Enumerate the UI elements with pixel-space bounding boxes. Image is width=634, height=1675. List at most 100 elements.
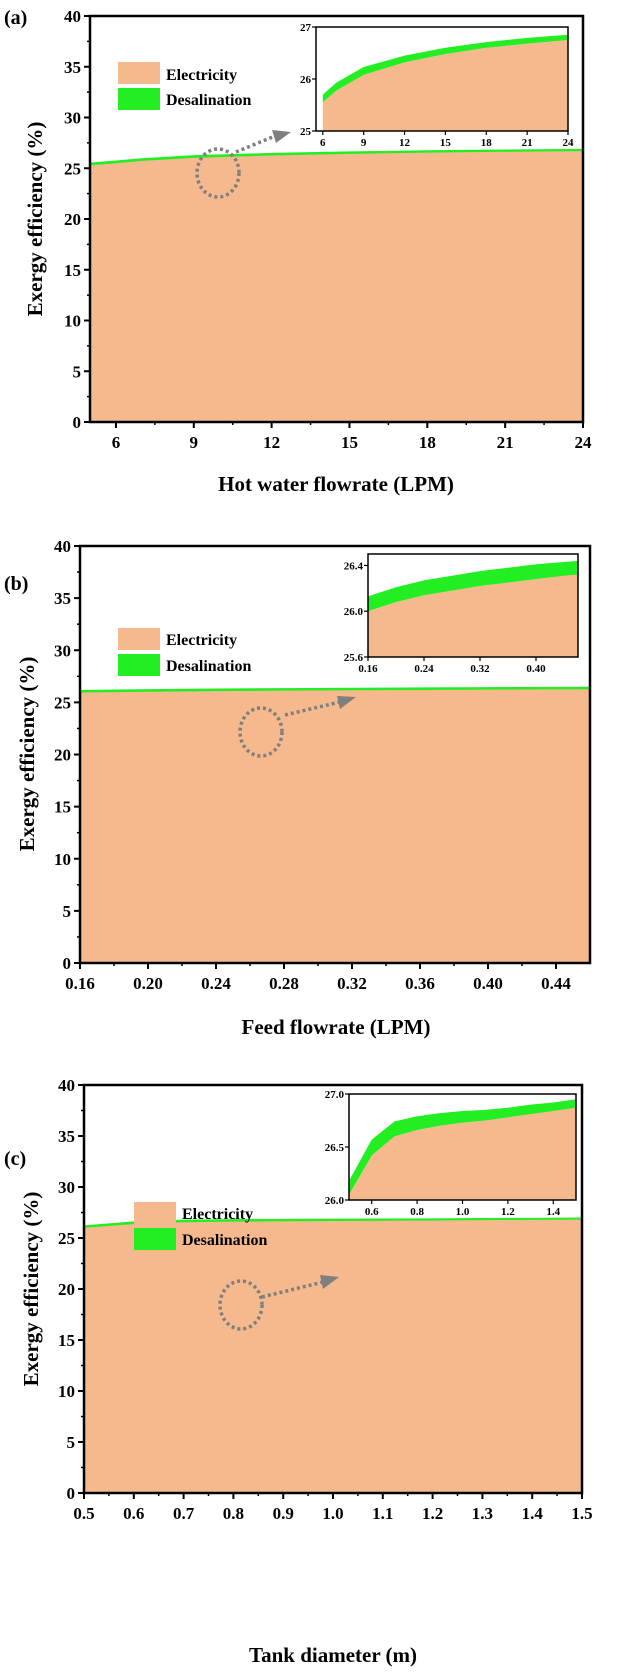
y-tick-label-b: 25	[54, 693, 71, 712]
panel-a: (a) 0 5 10 15 20 25 30 35 40 6 9 12 15 18 21 24 Electri…	[4, 7, 592, 496]
x-tick-label-b: 0.20	[133, 974, 163, 993]
legend-label-desalination-b: Desalination	[166, 658, 251, 675]
panel-b: (b) 0 5 10 15 20 25 30 35 40 0.16 0.20 0.24 0.28 0.32…	[4, 537, 592, 1039]
legend-b: Electricity Desalination	[118, 628, 251, 676]
inset-x-tick-label-a: 21	[522, 137, 533, 149]
zoom-arrow-head-b	[337, 696, 356, 709]
inset-area-electricity-c	[349, 1107, 576, 1200]
x-tick-label-c: 0.5	[73, 1504, 94, 1523]
inset-area-electricity-b	[368, 574, 578, 657]
legend-label-electricity-a: Electricity	[166, 67, 237, 84]
inset-a: 25 26 27 6 9 12 15 18 21 24	[300, 22, 574, 149]
inset-plot-area-c	[349, 1099, 576, 1200]
inset-x-tick-label-b: 0.16	[358, 663, 378, 675]
x-tick-label-c: 1.2	[422, 1504, 443, 1523]
inset-y-tick-label-b: 26.0	[344, 606, 364, 618]
y-tick-label-c: 30	[58, 1178, 75, 1197]
x-tick-label-b: 0.28	[269, 974, 299, 993]
x-tick-label-c: 0.6	[123, 1504, 144, 1523]
inset-y-tick-label-c: 26.0	[325, 1195, 345, 1207]
plot-a: 0 5 10 15 20 25 30 35 40 6 9 12 15 18 21 24	[64, 7, 592, 452]
zoom-pointer-c	[218, 1275, 339, 1331]
y-tick-label-c: 0	[67, 1484, 76, 1503]
inset-frame-b	[367, 553, 579, 658]
y-tick-label-b: 30	[54, 641, 71, 660]
y-tick-label-a: 30	[64, 109, 81, 128]
legend-swatch-electricity-a	[118, 62, 160, 84]
zoom-pointer-a	[195, 130, 291, 199]
x-tick-label-a: 21	[497, 433, 514, 452]
x-tick-label-c: 1.5	[571, 1504, 592, 1523]
y-tick-label-b: 15	[54, 798, 71, 817]
area-electricity-b	[80, 688, 590, 963]
inset-x-tick-label-a: 9	[361, 137, 367, 149]
y-tick-label-a: 20	[64, 210, 81, 229]
plot-b: 0 5 10 15 20 25 30 35 40 0.16 0.20 0.24 0.28 0.32 0.36…	[54, 537, 592, 993]
x-tick-label-c: 1.0	[322, 1504, 343, 1523]
y-tick-label-b: 0	[63, 954, 72, 973]
x-tick-label-c: 1.1	[372, 1504, 393, 1523]
zoom-circle-c	[218, 1279, 264, 1331]
panel-label-b: (b)	[4, 573, 28, 595]
x-tick-label-c: 0.7	[173, 1504, 195, 1523]
inset-y-tick-label-a: 27	[300, 22, 312, 34]
y-tick-label-a: 35	[64, 58, 81, 77]
y-axis-title-a: Exergy efficiency (%)	[23, 122, 47, 317]
x-tick-label-b: 0.24	[201, 974, 231, 993]
zoom-arrow-head-c	[320, 1275, 339, 1289]
inset-x-tick-label-a: 15	[440, 137, 452, 149]
inset-x-tick-label-a: 24	[563, 137, 575, 149]
legend-label-desalination-c: Desalination	[182, 1232, 267, 1249]
x-tick-label-a: 9	[190, 433, 199, 452]
x-tick-label-c: 1.4	[522, 1504, 544, 1523]
panel-c: (c) 0 5 10 15 20 25 30 35 40 0.5 0.6 0.7 0.8 0.9 1.0 1.…	[4, 1076, 593, 1667]
inset-x-tick-label-a: 12	[399, 137, 411, 149]
inset-x-tick-label-b: 0.24	[414, 663, 434, 675]
y-tick-label-c: 35	[58, 1127, 75, 1146]
panel-label-c: (c)	[4, 1148, 26, 1170]
legend-swatch-desalination-c	[134, 1228, 176, 1250]
legend-c: Electricity Desalination	[134, 1202, 267, 1250]
x-tick-label-b: 0.32	[337, 974, 367, 993]
x-tick-label-a: 18	[419, 433, 436, 452]
inset-x-tick-label-c: 0.6	[365, 1206, 379, 1218]
inset-y-tick-label-b: 26.4	[344, 560, 364, 572]
inset-area-desalination-c	[349, 1099, 576, 1195]
y-tick-label-c: 40	[58, 1076, 75, 1095]
legend-a: Electricity Desalination	[118, 62, 251, 110]
inset-c: 26.0 26.5 27.0 0.6 0.8 1.0 1.2 1.4	[325, 1089, 577, 1218]
y-tick-label-c: 15	[58, 1331, 75, 1350]
zoom-circle-b	[238, 706, 284, 758]
inset-y-tick-label-a: 26	[300, 74, 312, 86]
inset-area-desalination-a	[322, 34, 568, 103]
zoom-arrow-line-c	[261, 1280, 324, 1299]
inset-y-tick-label-c: 27.0	[325, 1089, 345, 1101]
inset-y-tick-label-c: 26.5	[325, 1142, 345, 1154]
inset-plot-area-a	[322, 34, 568, 131]
y-tick-label-a: 0	[73, 413, 82, 432]
x-tick-label-b: 0.36	[405, 974, 435, 993]
plot-c: 0 5 10 15 20 25 30 35 40 0.5 0.6 0.7 0.8 0.9 1.0 1.1 1.2…	[58, 1076, 593, 1523]
inset-x-tick-label-c: 0.8	[410, 1206, 424, 1218]
legend-label-desalination-a: Desalination	[166, 92, 251, 109]
inset-area-desalination-b	[368, 560, 578, 612]
inset-x-tick-label-c: 1.2	[501, 1206, 515, 1218]
legend-swatch-desalination-a	[118, 88, 160, 110]
y-tick-label-b: 20	[54, 746, 71, 765]
zoom-arrow-head-a	[272, 130, 291, 143]
x-tick-label-a: 6	[112, 433, 121, 452]
y-tick-label-c: 20	[58, 1280, 75, 1299]
x-tick-label-a: 15	[341, 433, 358, 452]
y-axis-title-c: Exergy efficiency (%)	[19, 1192, 43, 1387]
legend-label-electricity-c: Electricity	[182, 1206, 253, 1223]
x-axis-title-c: Tank diameter (m)	[249, 1643, 417, 1667]
inset-x-tick-label-a: 6	[320, 137, 326, 149]
y-tick-label-c: 25	[58, 1229, 75, 1248]
x-tick-label-c: 0.8	[223, 1504, 244, 1523]
inset-x-tick-label-b: 0.32	[470, 663, 490, 675]
inset-area-electricity-a	[322, 40, 568, 131]
y-tick-label-b: 10	[54, 850, 71, 869]
x-tick-label-b: 0.40	[473, 974, 503, 993]
zoom-circle-a	[195, 147, 241, 199]
